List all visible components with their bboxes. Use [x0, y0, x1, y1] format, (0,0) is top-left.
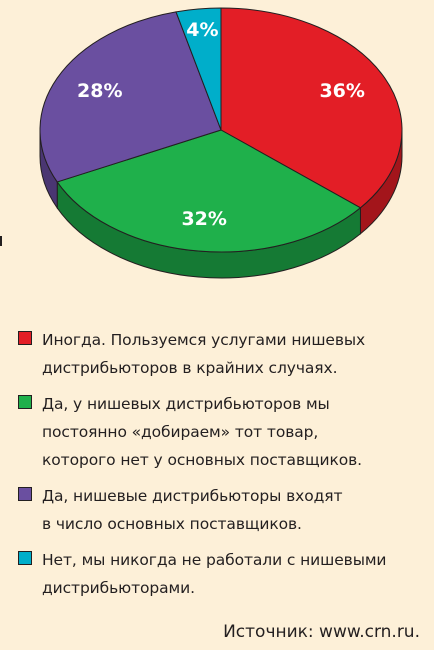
legend-label-line: Да, нишевые дистрибьюторы входят: [42, 487, 343, 505]
legend-label-1: Да, у нишевых дистрибьюторов мы постоянно…: [42, 390, 362, 474]
legend-item-2: Да, нишевые дистрибьюторы входят в число …: [18, 482, 428, 538]
legend-item-3: Нет, мы никогда не работали с нишевыми ди…: [18, 546, 428, 602]
legend-swatch-0: [18, 331, 32, 345]
legend-swatch-1: [18, 395, 32, 409]
legend-item-0: Иногда. Пользуемся услугами нишевых дистр…: [18, 326, 428, 382]
legend-label-line: Да, у нишевых дистрибьюторов мы: [42, 395, 330, 413]
source-note: Источник: www.crn.ru.: [223, 622, 420, 642]
legend-label-line: дистрибьюторами.: [42, 579, 195, 597]
legend-swatch-2: [18, 487, 32, 501]
slice-label-3: 4%: [186, 19, 218, 41]
legend-label-line: которого нет у основных поставщиков.: [42, 451, 362, 469]
legend-label-line: Нет, мы никогда не работали с нишевыми: [42, 551, 387, 569]
pie-slice-0: [220, 7, 403, 209]
pie-chart-svg: 36% 32% 28% 4%: [39, 7, 403, 279]
legend-label-line: дистрибьюторов в крайних случаях.: [42, 359, 338, 377]
legend-item-1: Да, у нишевых дистрибьюторов мы постоянно…: [18, 390, 428, 474]
legend-swatch-3: [18, 551, 32, 565]
pie-chart: 36% 32% 28% 4%: [0, 0, 434, 300]
legend: Иногда. Пользуемся услугами нишевых дистр…: [18, 326, 428, 610]
legend-label-line: в число основных поставщиков.: [42, 515, 302, 533]
legend-label-line: постоянно «добираем» тот товар,: [42, 423, 319, 441]
slice-label-2: 28%: [77, 80, 122, 102]
legend-label-2: Да, нишевые дистрибьюторы входят в число …: [42, 482, 343, 538]
slice-label-1: 32%: [181, 208, 226, 230]
slice-label-0: 36%: [319, 80, 364, 102]
edge-tick-mark: [0, 236, 2, 246]
legend-label-line: Иногда. Пользуемся услугами нишевых: [42, 331, 366, 349]
pie-slice-2: [39, 11, 222, 183]
legend-label-3: Нет, мы никогда не работали с нишевыми ди…: [42, 546, 387, 602]
legend-label-0: Иногда. Пользуемся услугами нишевых дистр…: [42, 326, 365, 382]
pie-slice-3: [175, 7, 222, 131]
pie-slice-1: [56, 129, 361, 253]
